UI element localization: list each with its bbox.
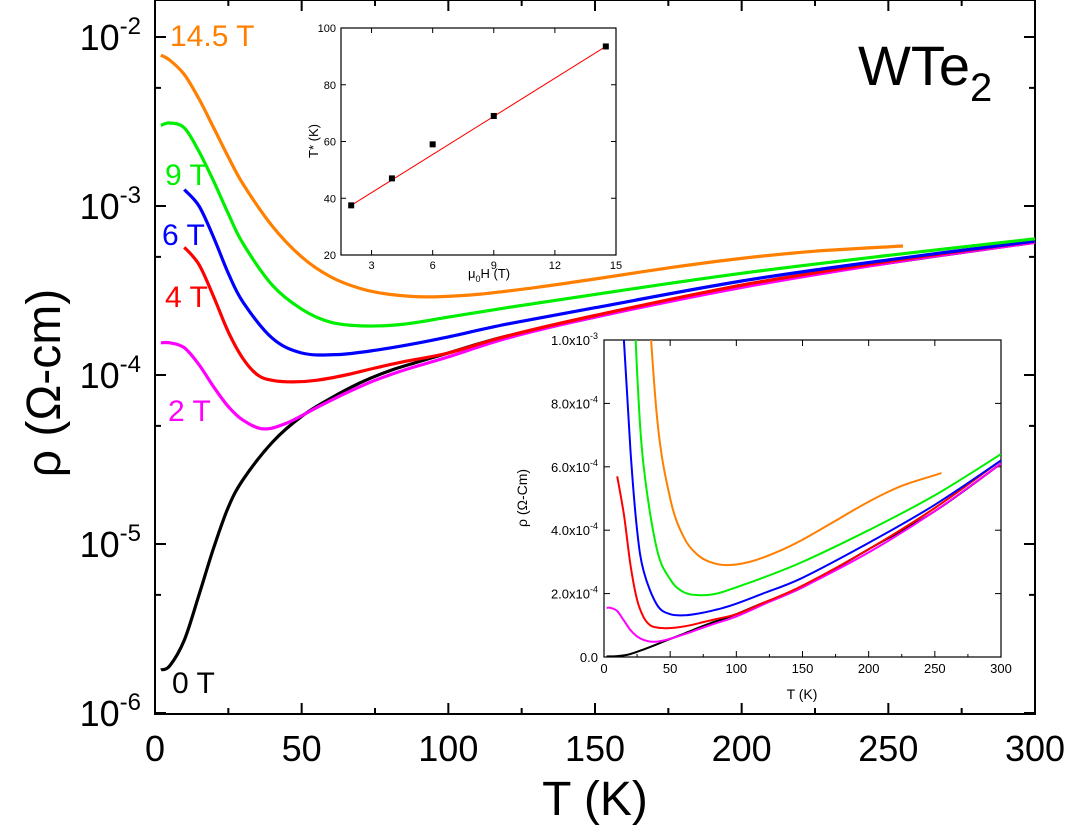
- label-2-T: 2 T: [168, 395, 211, 428]
- inset1-y-tick-label: 60: [324, 137, 336, 149]
- x-tick-label: 150: [565, 728, 625, 769]
- main-plot-series: [160, 53, 1036, 672]
- x-tick-label: 200: [712, 728, 772, 769]
- inset-tstar-vs-field: 3 6 9 12 15 20 40 60 80 100 μ0H (T) T* (K): [306, 23, 622, 284]
- inset2-y-tick-label: 2.0x10-4: [551, 585, 598, 602]
- chart-title-subscript: 2: [970, 66, 992, 110]
- inset2-axis-ticks: 0 50 100 150 200 250 300 0.0 2.0x10-4 4.0x10-4 6.0…: [551, 331, 1012, 676]
- inset1-series: [348, 43, 609, 209]
- main-curve-4-T: [183, 239, 1036, 384]
- label-14-5-T: 14.5 T: [170, 20, 255, 53]
- inset2-y-tick-label: 6.0x10-4: [551, 458, 598, 475]
- inset1-y-tick-label: 40: [324, 193, 336, 205]
- label-9-T: 9 T: [165, 159, 208, 192]
- y-tick-label: 10-4: [80, 351, 141, 396]
- inset2-x-tick-label: 200: [858, 661, 880, 676]
- inset2-y-tick-label: 1.0x10-3: [551, 331, 598, 348]
- x-tick-label: 50: [282, 728, 322, 769]
- inset2-y-tick-label: 8.0x10-4: [551, 394, 598, 411]
- main-curve-9-T: [160, 121, 1036, 328]
- x-tick-label: 0: [145, 728, 165, 769]
- inset2-x-tick-label: 100: [725, 661, 747, 676]
- inset2-curve-2-T: [606, 462, 1001, 643]
- inset1-x-tick-label: 3: [368, 260, 374, 272]
- y-tick-label: 10-2: [80, 13, 141, 58]
- inset2-x-axis-label: T (K): [787, 686, 818, 702]
- inset2-frame: [603, 339, 1002, 658]
- inset1-data-point: [602, 43, 609, 50]
- inset-linear-resistivity: 0 50 100 150 200 250 300 0.0 2.0x10-4 4.0x10-4 6.0…: [514, 331, 1012, 702]
- inset1-data-point: [490, 112, 497, 119]
- inset2-x-tick-label: 150: [792, 661, 814, 676]
- inset2-curve-4-T: [616, 459, 1001, 630]
- inset1-x-tick-label: 12: [549, 260, 561, 272]
- inset1-y-tick-label: 80: [324, 80, 336, 92]
- main-curve-2-T: [160, 240, 1036, 431]
- y-tick-label: 10-6: [80, 689, 141, 734]
- main-curve-6-T: [183, 188, 1036, 357]
- inset2-curve-9-T: [634, 340, 1001, 597]
- inset1-x-tick-label: 15: [610, 260, 622, 272]
- inset2-y-axis-label: ρ (Ω-Cm): [514, 469, 530, 527]
- inset1-x-tick-label: 9: [491, 260, 497, 272]
- inset1-data-point: [388, 175, 395, 182]
- inset2-x-tick-label: 250: [924, 661, 946, 676]
- y-tick-label: 10-5: [80, 520, 141, 565]
- inset2-curve-6-T: [622, 340, 1001, 617]
- inset2-series: [606, 340, 1001, 657]
- inset2-y-tick-label: 4.0x10-4: [551, 521, 598, 538]
- inset1-x-axis-label: μ0H (T): [468, 266, 510, 284]
- y-axis-label: ρ (Ω-cm): [18, 289, 71, 477]
- x-axis-label: T (K): [542, 773, 648, 826]
- inset1-data-point: [348, 202, 355, 209]
- inset2-y-tick-label: 0.0: [580, 650, 598, 665]
- inset1-x-tick-label: 6: [430, 260, 436, 272]
- inset1-frame: [340, 27, 617, 256]
- inset1-data-point: [429, 141, 436, 148]
- x-tick-label: 100: [418, 728, 478, 769]
- inset2-x-tick-label: 50: [663, 661, 677, 676]
- chart-title: WTe2: [858, 34, 992, 110]
- label-6-T: 6 T: [162, 219, 205, 252]
- inset2-x-tick-label: 300: [990, 661, 1012, 676]
- label-4-T: 4 T: [165, 281, 208, 314]
- inset1-axis-ticks: 3 6 9 12 15 20 40 60 80 100: [318, 23, 622, 272]
- main-curve-14-5-T: [160, 53, 904, 299]
- inset1-y-tick-label: 100: [318, 23, 336, 35]
- inset2-curve-14-5-T: [650, 340, 942, 567]
- inset1-y-axis-label: T* (K): [306, 124, 321, 158]
- x-tick-label: 250: [858, 728, 918, 769]
- inset1-y-tick-label: 20: [324, 250, 336, 262]
- y-tick-label: 10-3: [80, 182, 141, 227]
- label-0-T: 0 T: [172, 667, 215, 700]
- x-tick-label: 300: [1005, 728, 1065, 769]
- inset2-x-tick-label: 0: [600, 661, 607, 676]
